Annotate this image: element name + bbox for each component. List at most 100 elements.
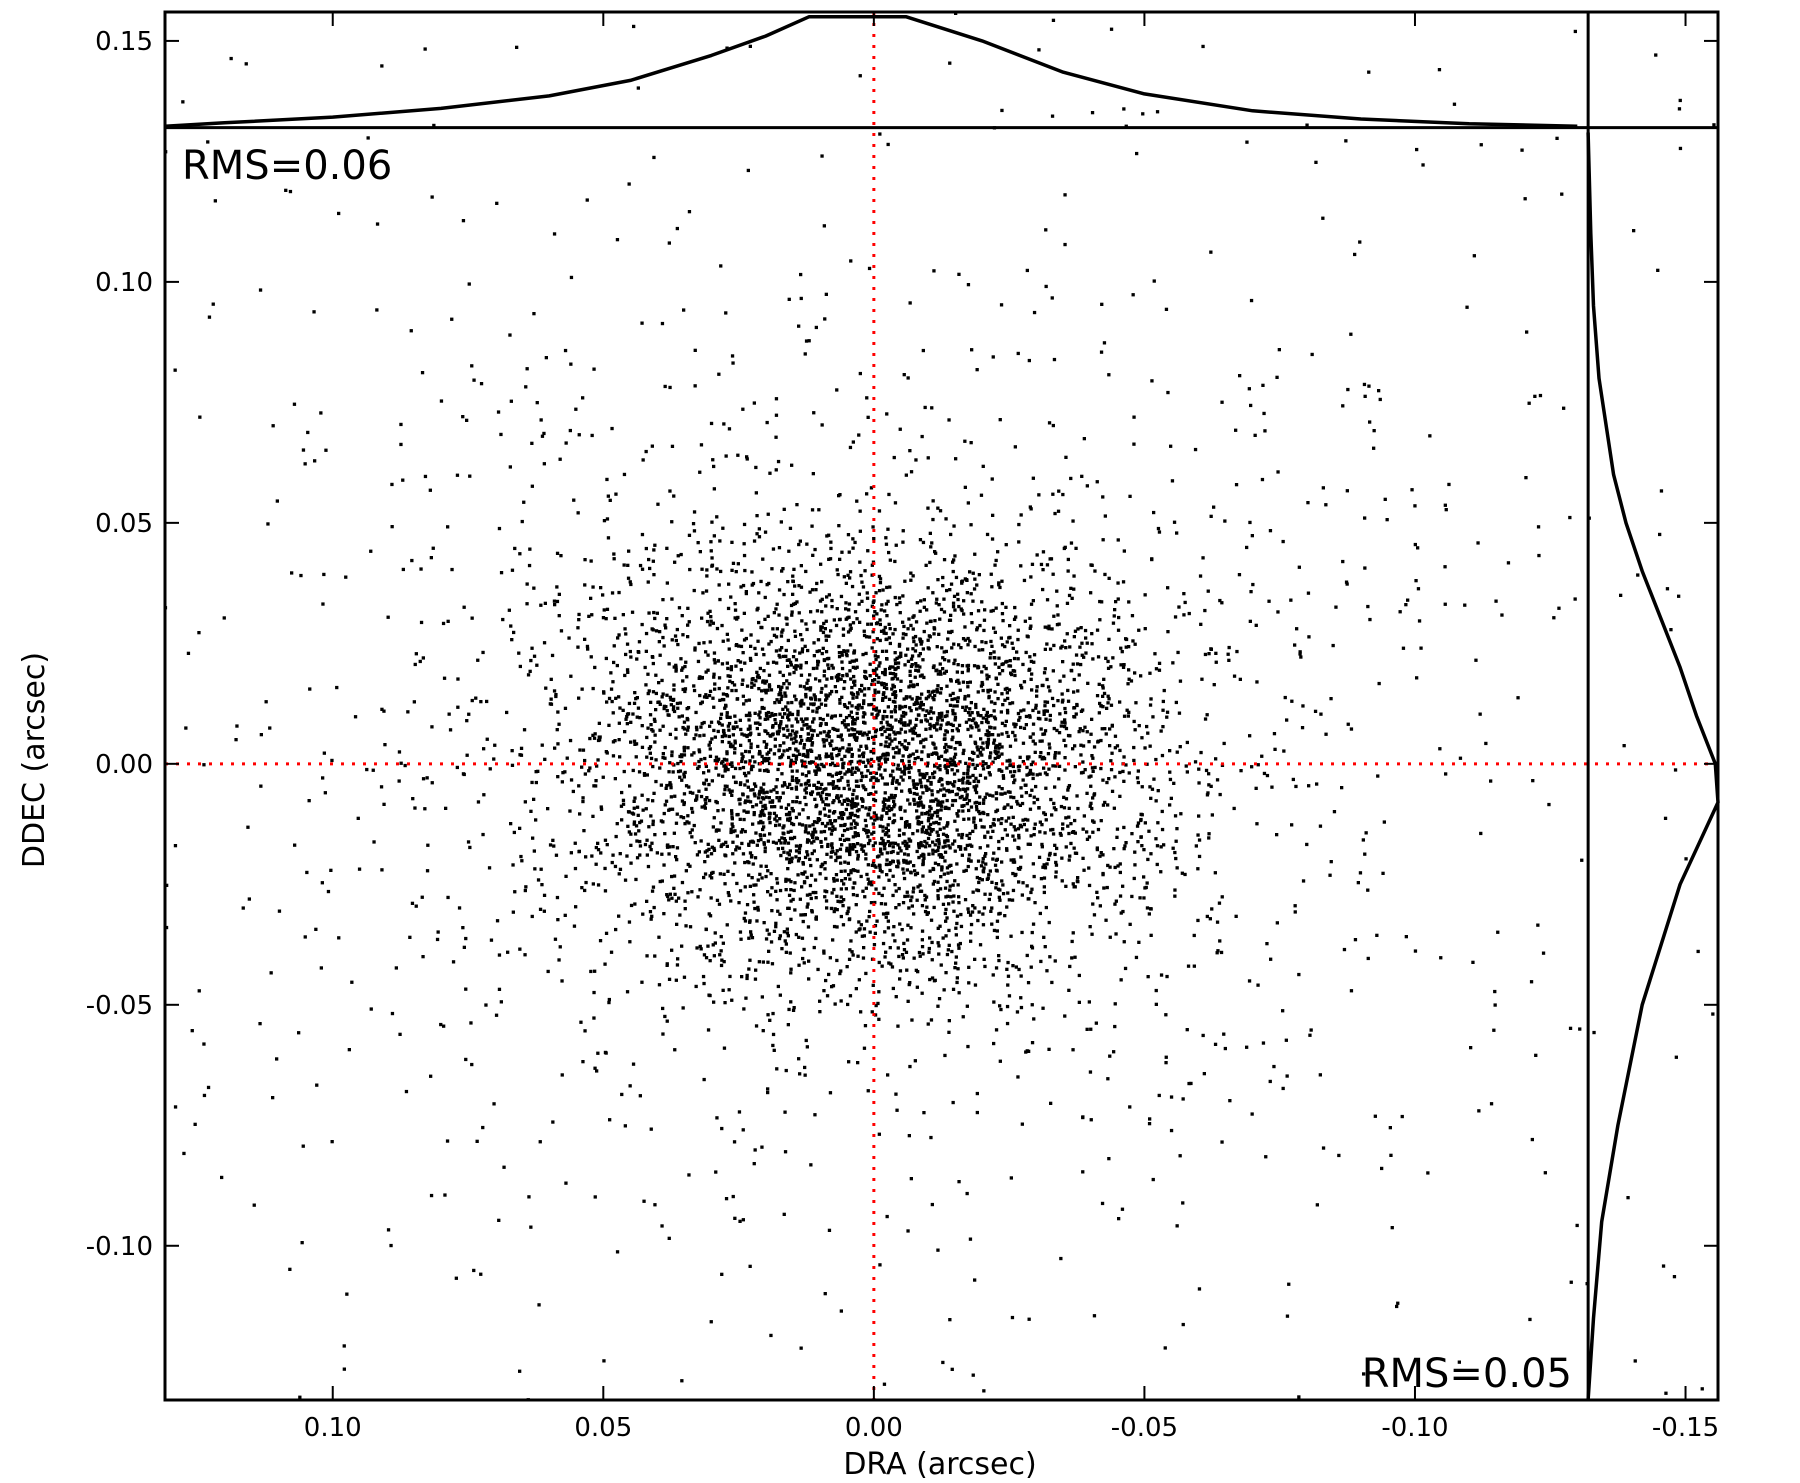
data-point bbox=[982, 1389, 986, 1393]
data-point bbox=[1426, 1171, 1430, 1175]
data-point bbox=[1072, 677, 1076, 682]
data-point bbox=[936, 833, 940, 838]
data-point bbox=[1133, 671, 1137, 675]
data-point bbox=[1076, 806, 1080, 811]
data-point bbox=[886, 705, 890, 709]
data-point bbox=[1098, 618, 1102, 622]
data-point bbox=[1674, 1055, 1678, 1059]
data-point bbox=[921, 859, 925, 863]
data-point bbox=[940, 783, 944, 787]
data-point bbox=[1104, 918, 1108, 922]
data-point bbox=[1062, 738, 1066, 742]
data-point bbox=[1033, 901, 1037, 905]
data-point bbox=[939, 875, 943, 879]
data-point bbox=[843, 723, 847, 727]
data-point bbox=[1165, 710, 1170, 714]
data-point bbox=[855, 796, 859, 800]
data-point bbox=[734, 780, 738, 785]
data-point bbox=[1049, 828, 1053, 832]
data-point bbox=[945, 806, 949, 810]
data-point bbox=[1492, 1028, 1496, 1032]
data-point bbox=[888, 737, 892, 741]
data-point bbox=[841, 923, 846, 927]
data-point bbox=[905, 820, 909, 824]
data-point bbox=[760, 754, 764, 759]
data-point bbox=[1234, 483, 1239, 487]
data-point bbox=[290, 571, 294, 575]
data-point bbox=[832, 909, 836, 914]
data-point bbox=[938, 617, 942, 621]
data-point bbox=[598, 939, 603, 943]
data-point bbox=[791, 655, 796, 659]
data-point bbox=[796, 713, 800, 717]
data-point bbox=[882, 631, 886, 635]
data-point bbox=[1031, 722, 1036, 726]
data-point bbox=[676, 554, 680, 558]
data-point bbox=[528, 669, 532, 673]
data-point bbox=[1045, 598, 1050, 602]
data-point bbox=[973, 983, 978, 987]
data-point bbox=[454, 1276, 458, 1280]
data-point bbox=[1256, 983, 1260, 987]
data-point bbox=[1087, 740, 1091, 744]
data-point bbox=[902, 714, 906, 718]
data-point bbox=[1164, 1055, 1168, 1059]
data-point bbox=[852, 843, 856, 847]
data-point bbox=[993, 656, 997, 660]
data-point bbox=[889, 794, 894, 798]
data-point bbox=[519, 753, 524, 757]
data-point bbox=[1063, 193, 1067, 197]
data-point bbox=[1378, 397, 1382, 402]
data-point bbox=[895, 1108, 899, 1112]
data-point bbox=[1527, 401, 1531, 405]
data-point bbox=[937, 779, 941, 783]
data-point bbox=[1220, 400, 1224, 404]
data-point bbox=[1063, 706, 1067, 711]
data-point bbox=[858, 509, 862, 513]
data-point bbox=[702, 1077, 706, 1082]
data-point bbox=[881, 714, 885, 719]
data-point bbox=[686, 862, 690, 867]
data-point bbox=[1099, 851, 1103, 855]
data-point bbox=[837, 800, 842, 804]
data-point bbox=[743, 568, 747, 573]
data-point bbox=[844, 887, 848, 891]
data-point bbox=[386, 615, 390, 619]
data-point bbox=[1127, 668, 1131, 672]
data-point bbox=[754, 883, 758, 887]
data-point bbox=[882, 886, 886, 890]
data-point bbox=[992, 817, 996, 822]
data-point bbox=[670, 874, 674, 879]
data-point bbox=[871, 860, 876, 864]
data-point bbox=[913, 873, 918, 877]
data-point bbox=[1031, 760, 1035, 764]
data-point bbox=[790, 836, 794, 841]
data-point bbox=[888, 627, 892, 631]
data-point bbox=[1314, 160, 1318, 164]
data-point bbox=[1031, 776, 1035, 781]
data-point bbox=[1045, 677, 1049, 682]
data-point bbox=[781, 654, 786, 659]
data-point bbox=[958, 847, 963, 851]
data-point bbox=[1119, 663, 1123, 667]
data-point bbox=[608, 498, 612, 502]
data-point bbox=[977, 801, 982, 805]
data-point bbox=[1013, 873, 1017, 878]
data-point bbox=[774, 889, 778, 893]
data-point bbox=[538, 1140, 542, 1144]
data-point bbox=[855, 617, 859, 621]
data-point bbox=[1066, 699, 1071, 703]
data-point bbox=[613, 739, 617, 743]
data-point bbox=[764, 711, 769, 716]
data-point bbox=[306, 430, 310, 435]
data-point bbox=[659, 783, 663, 787]
data-point bbox=[303, 935, 307, 939]
data-point bbox=[808, 892, 812, 897]
data-point bbox=[905, 868, 909, 872]
data-point bbox=[969, 939, 973, 943]
data-point bbox=[784, 654, 788, 658]
data-point bbox=[1133, 642, 1137, 646]
data-point bbox=[1017, 836, 1021, 840]
data-point bbox=[590, 433, 594, 438]
